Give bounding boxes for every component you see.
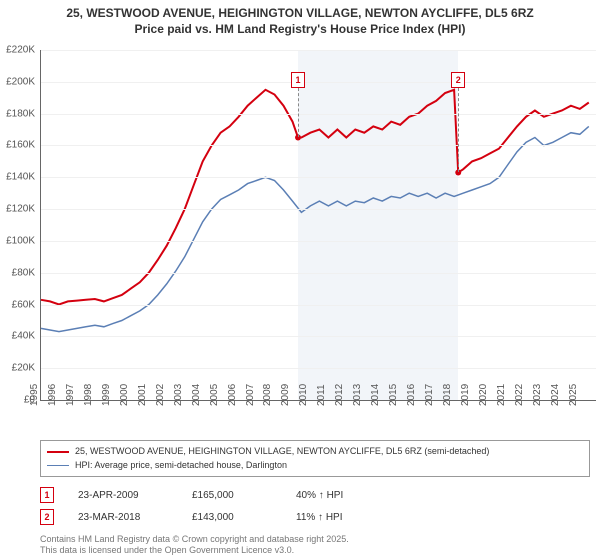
sale-price: £143,000 <box>192 512 272 523</box>
title-line2: Price paid vs. HM Land Registry's House … <box>10 22 590 38</box>
sale-date: 23-APR-2009 <box>78 490 168 501</box>
footnote: Contains HM Land Registry data © Crown c… <box>40 534 349 556</box>
y-gridline <box>41 82 596 83</box>
marker-box: 1 <box>291 72 305 88</box>
y-gridline <box>41 368 596 369</box>
plot-area: 12 <box>40 50 596 401</box>
y-gridline <box>41 114 596 115</box>
y-gridline <box>41 305 596 306</box>
legend-swatch <box>47 465 69 466</box>
legend-row: 25, WESTWOOD AVENUE, HEIGHINGTON VILLAGE… <box>47 445 583 459</box>
y-gridline <box>41 177 596 178</box>
marker-line <box>298 88 299 138</box>
y-gridline <box>41 336 596 337</box>
title-line1: 25, WESTWOOD AVENUE, HEIGHINGTON VILLAGE… <box>10 6 590 22</box>
chart-container: 25, WESTWOOD AVENUE, HEIGHINGTON VILLAGE… <box>0 0 600 560</box>
footnote-line1: Contains HM Land Registry data © Crown c… <box>40 534 349 545</box>
y-gridline <box>41 209 596 210</box>
legend-row: HPI: Average price, semi-detached house,… <box>47 459 583 473</box>
y-tick-label: £160K <box>0 140 35 151</box>
y-tick-label: £140K <box>0 172 35 183</box>
sale-hpi: 40% ↑ HPI <box>296 490 386 501</box>
line-layer <box>41 50 596 400</box>
sale-hpi: 11% ↑ HPI <box>296 512 386 523</box>
footnote-line2: This data is licensed under the Open Gov… <box>40 545 349 556</box>
y-tick-label: £200K <box>0 76 35 87</box>
marker-line <box>458 88 459 173</box>
sale-row: 1 23-APR-2009 £165,000 40% ↑ HPI <box>40 484 590 506</box>
sales-table: 1 23-APR-2009 £165,000 40% ↑ HPI 2 23-MAR-201… <box>40 484 590 528</box>
sale-date: 23-MAR-2018 <box>78 512 168 523</box>
y-tick-label: £220K <box>0 45 35 56</box>
y-tick-label: £20K <box>0 363 35 374</box>
series-hpi <box>41 126 589 331</box>
y-tick-label: £120K <box>0 204 35 215</box>
legend-swatch <box>47 451 69 453</box>
legend: 25, WESTWOOD AVENUE, HEIGHINGTON VILLAGE… <box>40 440 590 477</box>
y-tick-label: £100K <box>0 235 35 246</box>
y-tick-label: £40K <box>0 331 35 342</box>
sale-price: £165,000 <box>192 490 272 501</box>
legend-label: HPI: Average price, semi-detached house,… <box>75 459 287 473</box>
y-tick-label: £60K <box>0 299 35 310</box>
y-tick-label: £180K <box>0 108 35 119</box>
y-gridline <box>41 273 596 274</box>
legend-label: 25, WESTWOOD AVENUE, HEIGHINGTON VILLAGE… <box>75 445 489 459</box>
sale-row: 2 23-MAR-2018 £143,000 11% ↑ HPI <box>40 506 590 528</box>
sale-marker: 1 <box>40 487 54 503</box>
chart-area: 12 £0£20K£40K£60K£80K£100K£120K£140K£160… <box>40 50 595 400</box>
y-gridline <box>41 50 596 51</box>
y-gridline <box>41 145 596 146</box>
y-gridline <box>41 241 596 242</box>
chart-title: 25, WESTWOOD AVENUE, HEIGHINGTON VILLAGE… <box>0 0 600 39</box>
sale-marker: 2 <box>40 509 54 525</box>
y-tick-label: £80K <box>0 267 35 278</box>
marker-box: 2 <box>451 72 465 88</box>
